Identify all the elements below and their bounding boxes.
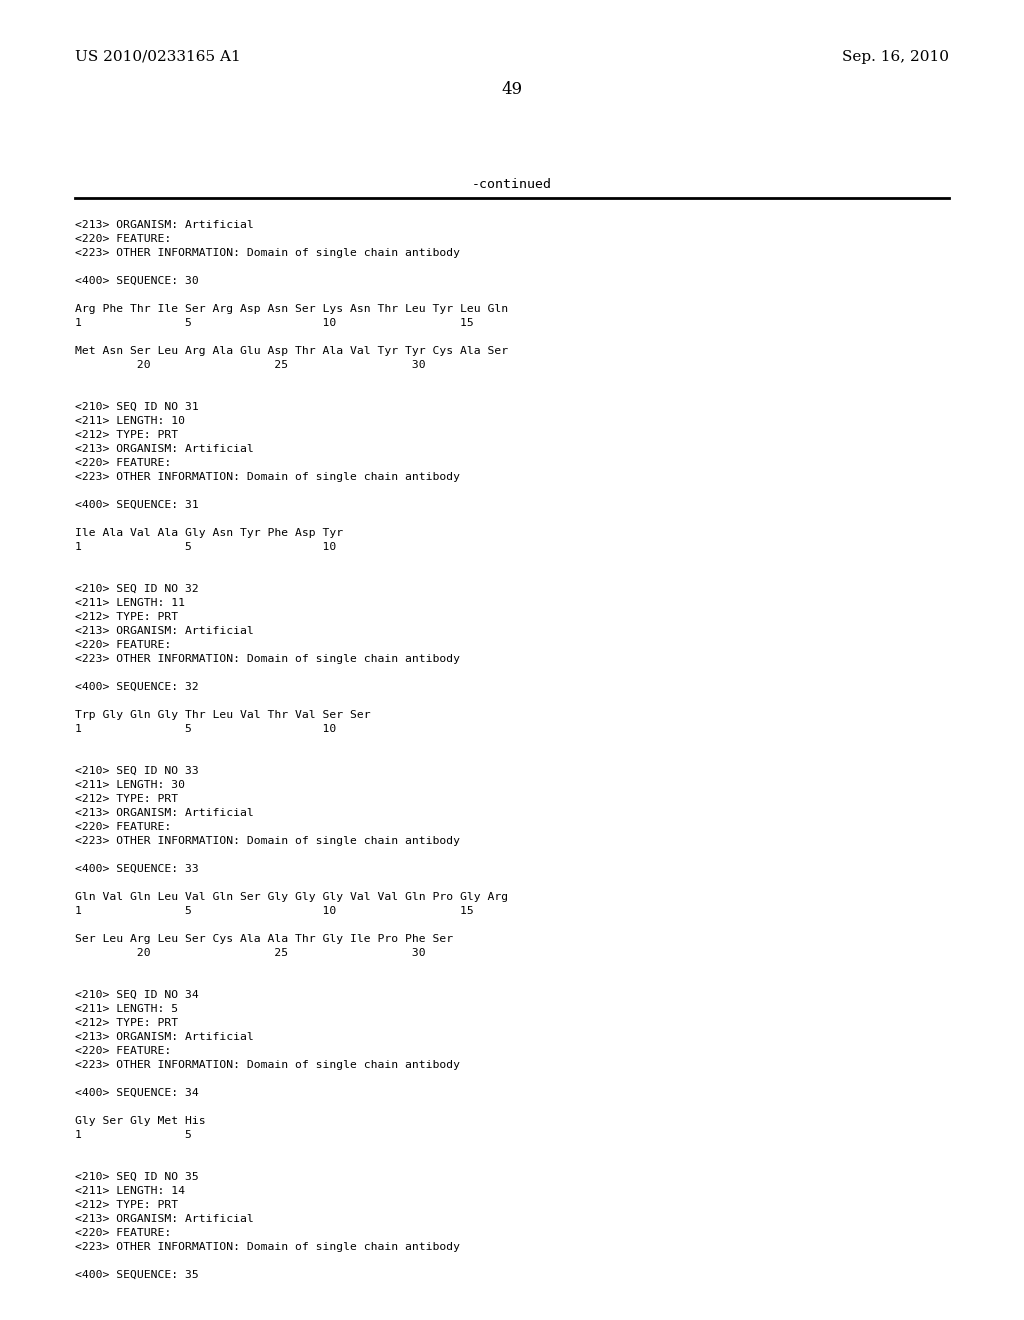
Text: <220> FEATURE:: <220> FEATURE: — [75, 458, 171, 469]
Text: <210> SEQ ID NO 31: <210> SEQ ID NO 31 — [75, 403, 199, 412]
Text: <213> ORGANISM: Artificial: <213> ORGANISM: Artificial — [75, 1214, 254, 1224]
Text: <223> OTHER INFORMATION: Domain of single chain antibody: <223> OTHER INFORMATION: Domain of singl… — [75, 1242, 460, 1251]
Text: <400> SEQUENCE: 31: <400> SEQUENCE: 31 — [75, 500, 199, 510]
Text: <212> TYPE: PRT: <212> TYPE: PRT — [75, 430, 178, 440]
Text: <223> OTHER INFORMATION: Domain of single chain antibody: <223> OTHER INFORMATION: Domain of singl… — [75, 836, 460, 846]
Text: <400> SEQUENCE: 33: <400> SEQUENCE: 33 — [75, 865, 199, 874]
Text: Ile Ala Val Ala Gly Asn Tyr Phe Asp Tyr: Ile Ala Val Ala Gly Asn Tyr Phe Asp Tyr — [75, 528, 343, 539]
Text: <213> ORGANISM: Artificial: <213> ORGANISM: Artificial — [75, 808, 254, 818]
Text: <213> ORGANISM: Artificial: <213> ORGANISM: Artificial — [75, 1032, 254, 1041]
Text: <220> FEATURE:: <220> FEATURE: — [75, 640, 171, 649]
Text: <223> OTHER INFORMATION: Domain of single chain antibody: <223> OTHER INFORMATION: Domain of singl… — [75, 653, 460, 664]
Text: <223> OTHER INFORMATION: Domain of single chain antibody: <223> OTHER INFORMATION: Domain of singl… — [75, 248, 460, 257]
Text: <400> SEQUENCE: 30: <400> SEQUENCE: 30 — [75, 276, 199, 286]
Text: 1               5                   10: 1 5 10 — [75, 543, 336, 552]
Text: 1               5                   10                  15: 1 5 10 15 — [75, 318, 474, 327]
Text: <220> FEATURE:: <220> FEATURE: — [75, 234, 171, 244]
Text: Met Asn Ser Leu Arg Ala Glu Asp Thr Ala Val Tyr Tyr Cys Ala Ser: Met Asn Ser Leu Arg Ala Glu Asp Thr Ala … — [75, 346, 508, 356]
Text: <210> SEQ ID NO 32: <210> SEQ ID NO 32 — [75, 583, 199, 594]
Text: Ser Leu Arg Leu Ser Cys Ala Ala Thr Gly Ile Pro Phe Ser: Ser Leu Arg Leu Ser Cys Ala Ala Thr Gly … — [75, 935, 454, 944]
Text: <212> TYPE: PRT: <212> TYPE: PRT — [75, 795, 178, 804]
Text: <213> ORGANISM: Artificial: <213> ORGANISM: Artificial — [75, 626, 254, 636]
Text: <211> LENGTH: 30: <211> LENGTH: 30 — [75, 780, 185, 789]
Text: US 2010/0233165 A1: US 2010/0233165 A1 — [75, 50, 241, 63]
Text: <213> ORGANISM: Artificial: <213> ORGANISM: Artificial — [75, 220, 254, 230]
Text: <213> ORGANISM: Artificial: <213> ORGANISM: Artificial — [75, 444, 254, 454]
Text: <210> SEQ ID NO 35: <210> SEQ ID NO 35 — [75, 1172, 199, 1181]
Text: <220> FEATURE:: <220> FEATURE: — [75, 1228, 171, 1238]
Text: 1               5                   10: 1 5 10 — [75, 723, 336, 734]
Text: 20                  25                  30: 20 25 30 — [75, 948, 426, 958]
Text: <211> LENGTH: 14: <211> LENGTH: 14 — [75, 1185, 185, 1196]
Text: Sep. 16, 2010: Sep. 16, 2010 — [842, 50, 949, 63]
Text: <220> FEATURE:: <220> FEATURE: — [75, 1045, 171, 1056]
Text: <212> TYPE: PRT: <212> TYPE: PRT — [75, 612, 178, 622]
Text: 1               5                   10                  15: 1 5 10 15 — [75, 906, 474, 916]
Text: <400> SEQUENCE: 32: <400> SEQUENCE: 32 — [75, 682, 199, 692]
Text: <211> LENGTH: 5: <211> LENGTH: 5 — [75, 1005, 178, 1014]
Text: <210> SEQ ID NO 34: <210> SEQ ID NO 34 — [75, 990, 199, 1001]
Text: Gly Ser Gly Met His: Gly Ser Gly Met His — [75, 1115, 206, 1126]
Text: <212> TYPE: PRT: <212> TYPE: PRT — [75, 1018, 178, 1028]
Text: Trp Gly Gln Gly Thr Leu Val Thr Val Ser Ser: Trp Gly Gln Gly Thr Leu Val Thr Val Ser … — [75, 710, 371, 719]
Text: 49: 49 — [502, 82, 522, 99]
Text: Arg Phe Thr Ile Ser Arg Asp Asn Ser Lys Asn Thr Leu Tyr Leu Gln: Arg Phe Thr Ile Ser Arg Asp Asn Ser Lys … — [75, 304, 508, 314]
Text: <211> LENGTH: 10: <211> LENGTH: 10 — [75, 416, 185, 426]
Text: <210> SEQ ID NO 33: <210> SEQ ID NO 33 — [75, 766, 199, 776]
Text: 1               5: 1 5 — [75, 1130, 191, 1140]
Text: Gln Val Gln Leu Val Gln Ser Gly Gly Gly Val Val Gln Pro Gly Arg: Gln Val Gln Leu Val Gln Ser Gly Gly Gly … — [75, 892, 508, 902]
Text: <212> TYPE: PRT: <212> TYPE: PRT — [75, 1200, 178, 1210]
Text: <400> SEQUENCE: 35: <400> SEQUENCE: 35 — [75, 1270, 199, 1280]
Text: 20                  25                  30: 20 25 30 — [75, 360, 426, 370]
Text: <220> FEATURE:: <220> FEATURE: — [75, 822, 171, 832]
Text: -continued: -continued — [472, 178, 552, 191]
Text: <223> OTHER INFORMATION: Domain of single chain antibody: <223> OTHER INFORMATION: Domain of singl… — [75, 1060, 460, 1071]
Text: <223> OTHER INFORMATION: Domain of single chain antibody: <223> OTHER INFORMATION: Domain of singl… — [75, 473, 460, 482]
Text: <211> LENGTH: 11: <211> LENGTH: 11 — [75, 598, 185, 609]
Text: <400> SEQUENCE: 34: <400> SEQUENCE: 34 — [75, 1088, 199, 1098]
